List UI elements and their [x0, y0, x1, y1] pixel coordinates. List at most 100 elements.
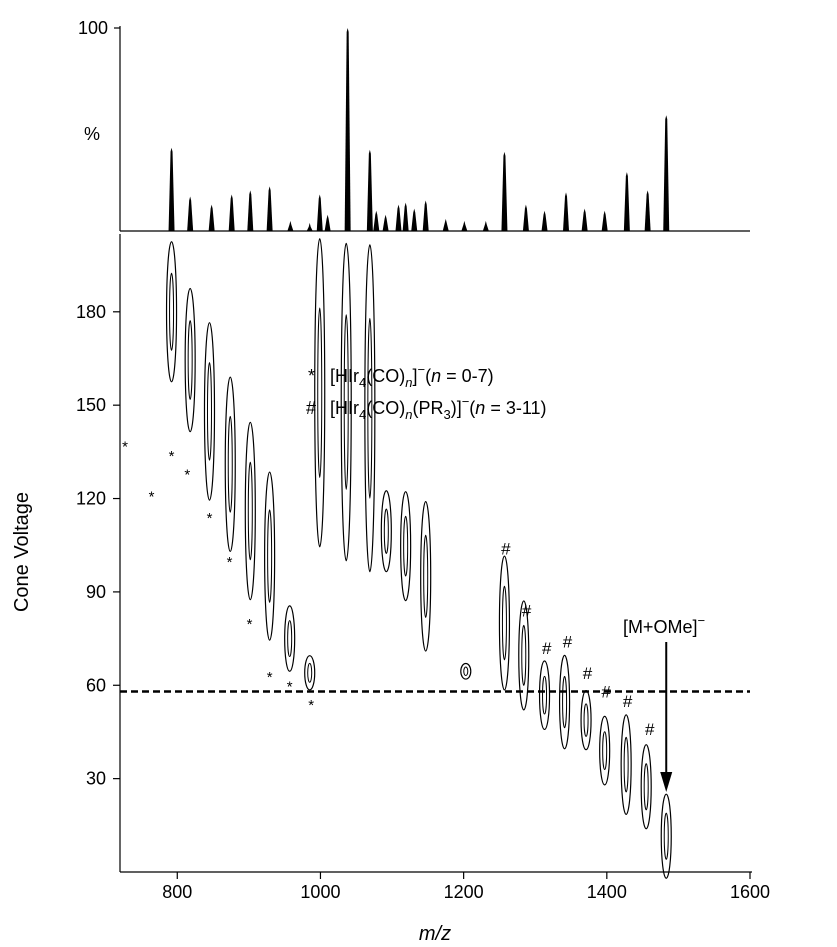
contour-inner [663, 812, 669, 860]
contour [364, 244, 376, 573]
contour [498, 555, 511, 691]
contour-inner [542, 675, 548, 715]
peak [402, 202, 409, 231]
peak [411, 208, 418, 231]
legend-part: n [405, 375, 412, 390]
arrow-label-part: − [697, 613, 705, 628]
x-tick-label: 1200 [444, 882, 484, 902]
peak [501, 151, 508, 231]
marker: * [169, 448, 175, 465]
contour-inner [562, 675, 568, 729]
peak [601, 210, 608, 231]
y-tick-label: 180 [76, 302, 106, 322]
peak [541, 210, 548, 231]
legend-marker: * [308, 366, 315, 386]
contour-inner [463, 666, 469, 677]
peak [324, 214, 331, 231]
y-tick-label: 100 [78, 18, 108, 38]
x-tick-label: 1400 [587, 882, 627, 902]
contour [538, 660, 551, 731]
contour-inner [267, 509, 273, 603]
peak [442, 218, 449, 231]
legend: * [HIr4(CO)n]−(n = 0-7) # [HIr4(CO)n(PR3… [306, 362, 547, 422]
legend-part: = 0-7) [441, 366, 494, 386]
peak [644, 190, 651, 231]
peak [187, 196, 194, 231]
marker: * [207, 510, 213, 527]
x-tick-label: 1600 [730, 882, 770, 902]
contour [284, 605, 296, 672]
contour [380, 490, 392, 573]
peak [168, 147, 175, 231]
contour [224, 376, 236, 553]
marker: * [149, 488, 155, 505]
marker: # [623, 692, 633, 711]
legend-part: (PR [412, 398, 443, 418]
peak [373, 210, 380, 231]
contour-inner [287, 620, 293, 658]
contour [340, 242, 352, 562]
peak [382, 214, 389, 231]
contour [660, 793, 672, 879]
contour [518, 600, 530, 711]
legend-part: (CO) [366, 398, 405, 418]
legend-part: )] [451, 398, 462, 418]
marker: # [583, 664, 593, 683]
contour [244, 421, 256, 601]
contour [314, 238, 326, 548]
peak [287, 220, 294, 231]
contour [580, 689, 592, 751]
peak [422, 200, 429, 231]
peak [522, 204, 529, 231]
marker: * [184, 467, 190, 484]
legend-part: − [417, 362, 425, 377]
marker: * [227, 554, 233, 571]
legend-part: n [475, 398, 485, 418]
contour [620, 714, 632, 816]
y-tick-label: 120 [76, 489, 106, 509]
marker: * [267, 669, 273, 686]
marker: * [122, 439, 128, 456]
legend-part: n [431, 366, 441, 386]
contour-inner [206, 362, 212, 461]
contour-inner [247, 461, 253, 561]
contour-inner [227, 415, 233, 513]
contour [165, 241, 178, 383]
y-tick-label: 150 [76, 395, 106, 415]
peak [316, 194, 323, 231]
legend-part: ] [412, 366, 417, 386]
arrow-label: [M+OMe]− [623, 613, 705, 637]
peak [581, 208, 588, 231]
contour-inner [521, 624, 527, 686]
legend-part: 4 [359, 375, 366, 390]
y-axis-label: Cone Voltage [11, 492, 33, 612]
contour-inner [423, 534, 429, 618]
contour [599, 715, 611, 786]
marker: * [287, 678, 293, 695]
legend-part: (CO) [366, 366, 405, 386]
peak [344, 28, 351, 231]
peak [247, 190, 254, 231]
marker: # [542, 639, 552, 658]
y-tick-label: 90 [86, 582, 106, 602]
contour [203, 322, 216, 501]
contour [420, 501, 432, 652]
contour [184, 287, 196, 433]
legend-part: ( [425, 366, 431, 386]
legend-part: − [462, 394, 470, 409]
marker: # [501, 539, 511, 558]
contour [400, 491, 412, 602]
legend-part: 3 [443, 407, 450, 422]
x-axis-label: m/z [419, 923, 451, 945]
legend-text: [HIr4(CO)n]−(n = 0-7) [330, 362, 494, 390]
contour-inner [403, 515, 409, 577]
marker: * [308, 697, 314, 714]
peak [266, 186, 273, 231]
peak [395, 204, 402, 231]
peak [482, 220, 489, 231]
contour-inner [583, 703, 589, 737]
contour-inner [343, 314, 349, 490]
contour-inner [187, 320, 193, 400]
peak [623, 172, 630, 231]
